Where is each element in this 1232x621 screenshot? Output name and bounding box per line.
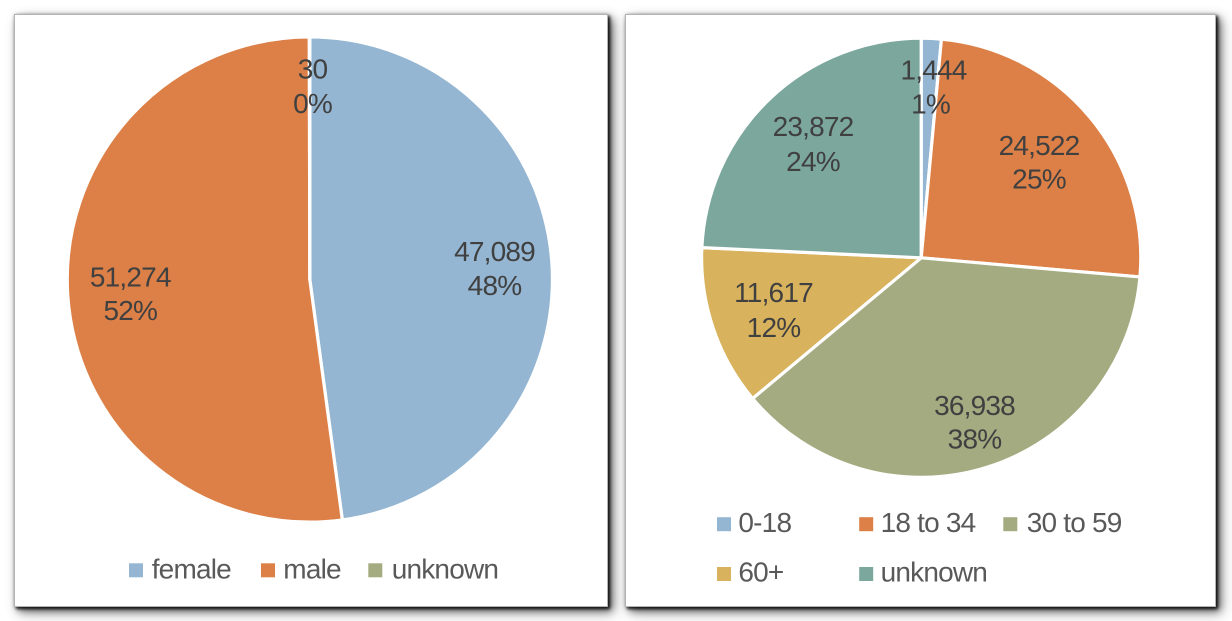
svg-text:12%: 12% — [747, 312, 801, 343]
svg-text:30: 30 — [298, 53, 328, 84]
svg-text:48%: 48% — [468, 270, 522, 301]
svg-text:male: male — [283, 553, 341, 584]
svg-text:unknown: unknown — [881, 557, 987, 588]
svg-text:0%: 0% — [293, 88, 332, 119]
svg-text:25%: 25% — [1012, 163, 1066, 194]
svg-text:24,522: 24,522 — [999, 130, 1080, 161]
svg-text:11,617: 11,617 — [734, 277, 813, 308]
svg-text:60+: 60+ — [738, 557, 783, 588]
svg-text:0-18: 0-18 — [738, 507, 791, 538]
svg-text:47,089: 47,089 — [454, 236, 535, 267]
svg-text:24%: 24% — [786, 146, 840, 177]
svg-text:1%: 1% — [911, 89, 950, 120]
svg-text:36,938: 36,938 — [934, 390, 1015, 421]
svg-text:30 to 59: 30 to 59 — [1027, 507, 1122, 538]
svg-text:38%: 38% — [948, 424, 1002, 455]
svg-text:1,444: 1,444 — [900, 55, 966, 86]
svg-text:unknown: unknown — [392, 553, 498, 584]
svg-text:23,872: 23,872 — [773, 111, 854, 142]
svg-text:52%: 52% — [103, 295, 157, 326]
svg-text:18 to 34: 18 to 34 — [881, 507, 976, 538]
svg-text:female: female — [152, 553, 231, 584]
svg-text:51,274: 51,274 — [90, 262, 171, 293]
